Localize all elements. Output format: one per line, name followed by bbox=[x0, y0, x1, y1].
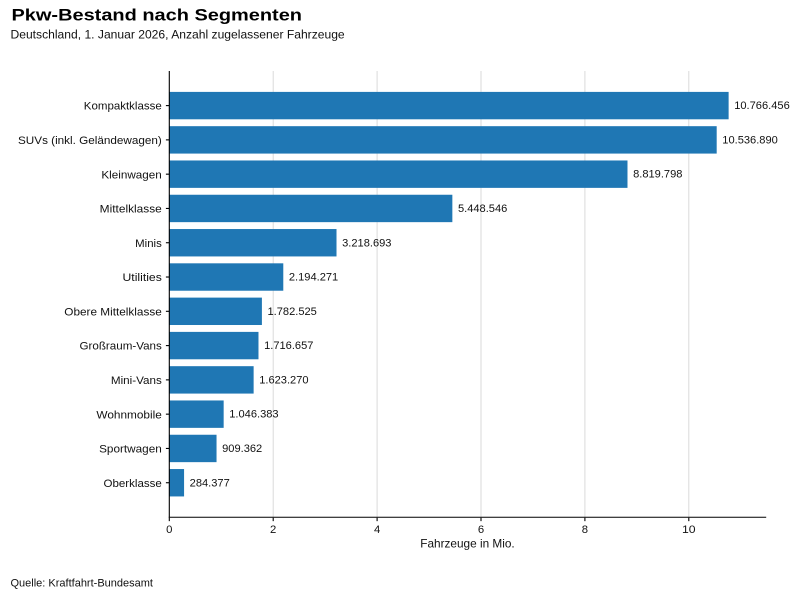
svg-text:5.448.546: 5.448.546 bbox=[458, 203, 507, 215]
svg-text:1.716.657: 1.716.657 bbox=[264, 340, 313, 352]
svg-text:4: 4 bbox=[374, 524, 380, 536]
svg-text:8: 8 bbox=[582, 524, 588, 536]
svg-text:Mini-Vans: Mini-Vans bbox=[111, 375, 162, 387]
svg-text:0: 0 bbox=[166, 524, 172, 536]
svg-text:3.218.693: 3.218.693 bbox=[342, 237, 391, 249]
svg-text:10.766.456: 10.766.456 bbox=[734, 100, 790, 112]
svg-text:2.194.271: 2.194.271 bbox=[289, 272, 338, 284]
svg-text:Mittelklasse: Mittelklasse bbox=[100, 204, 162, 216]
svg-text:SUVs (inkl. Geländewagen): SUVs (inkl. Geländewagen) bbox=[18, 135, 162, 147]
svg-text:909.362: 909.362 bbox=[222, 443, 262, 455]
svg-text:6: 6 bbox=[478, 524, 484, 536]
svg-text:1.782.525: 1.782.525 bbox=[268, 306, 317, 318]
svg-text:Oberklasse: Oberklasse bbox=[104, 478, 162, 490]
svg-text:Sportwagen: Sportwagen bbox=[99, 444, 162, 456]
svg-text:Deutschland, 1. Januar 2026, A: Deutschland, 1. Januar 2026, Anzahl zuge… bbox=[11, 27, 345, 41]
svg-text:Kompaktklasse: Kompaktklasse bbox=[84, 101, 162, 113]
svg-text:Wohnmobile: Wohnmobile bbox=[96, 409, 161, 421]
svg-text:1.623.270: 1.623.270 bbox=[259, 374, 308, 386]
svg-text:10.536.890: 10.536.890 bbox=[722, 134, 778, 146]
svg-text:2: 2 bbox=[270, 524, 276, 536]
svg-text:Großraum-Vans: Großraum-Vans bbox=[80, 341, 163, 353]
svg-text:284.377: 284.377 bbox=[190, 477, 230, 489]
svg-text:Utilities: Utilities bbox=[123, 272, 163, 284]
svg-text:Minis: Minis bbox=[135, 238, 162, 250]
svg-text:Fahrzeuge in Mio.: Fahrzeuge in Mio. bbox=[420, 537, 514, 551]
svg-text:Quelle: Kraftfahrt-Bundesamt: Quelle: Kraftfahrt-Bundesamt bbox=[11, 577, 153, 589]
svg-text:Kleinwagen: Kleinwagen bbox=[101, 169, 161, 181]
svg-text:Obere Mittelklasse: Obere Mittelklasse bbox=[64, 306, 162, 318]
svg-text:1.046.383: 1.046.383 bbox=[229, 409, 278, 421]
svg-text:8.819.798: 8.819.798 bbox=[633, 169, 682, 181]
svg-text:10: 10 bbox=[682, 524, 696, 536]
svg-text:Pkw-Bestand nach Segmenten: Pkw-Bestand nach Segmenten bbox=[12, 5, 303, 24]
